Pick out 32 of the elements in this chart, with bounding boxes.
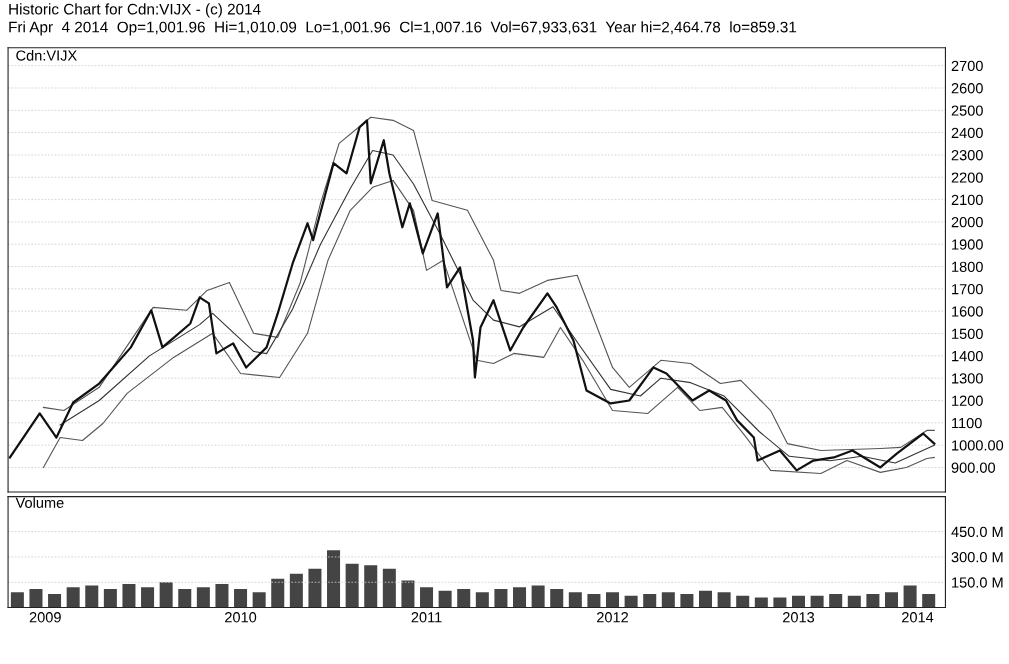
y-tick-label: 1000.00 bbox=[952, 440, 1004, 451]
annotation: Volume bbox=[15, 497, 64, 508]
y-tick-label: 1900 bbox=[952, 239, 983, 250]
y-tick-label: 1500 bbox=[952, 328, 983, 339]
y-tick-label: 900.00 bbox=[951, 462, 996, 473]
y-tick-label: 2600 bbox=[951, 83, 983, 94]
y-tick-label: 1800 bbox=[952, 261, 983, 272]
x-tick-label: 2011 bbox=[411, 612, 442, 623]
y-tick-label: 1300 bbox=[952, 373, 983, 384]
y-tick-label: 1400 bbox=[952, 350, 983, 362]
y-tick-label: 150.0 M bbox=[952, 577, 1003, 588]
y-tick-label: 2400 bbox=[951, 127, 983, 139]
y-tick-label: 2700 bbox=[951, 60, 983, 72]
y-tick-label: 2300 bbox=[951, 150, 983, 161]
chart-subtitle: Fri Apr 4 2014 Op=1,001.96 Hi=1,010.09 Lo=1,001.96 Cl=1,007.16 Vol=67,933,631 Year hi=2,464.78 lo=859.31 bbox=[9, 21, 797, 36]
y-tick-label: 300.0 M bbox=[951, 552, 1003, 563]
y-tick-label: 1700 bbox=[952, 283, 983, 295]
chart-title: Historic Chart for Cdn:VIJX - (c) 2014 bbox=[9, 3, 261, 18]
y-tick-label: 2100 bbox=[951, 194, 983, 206]
y-tick-label: 1200 bbox=[952, 395, 983, 406]
x-tick-label: 2009 bbox=[29, 612, 61, 623]
x-tick-label: 2013 bbox=[783, 612, 815, 623]
y-tick-label: 2000 bbox=[951, 217, 983, 228]
y-tick-label: 2500 bbox=[951, 105, 983, 116]
y-tick-label: 2200 bbox=[951, 172, 983, 183]
y-tick-label: 1100 bbox=[952, 417, 982, 429]
x-tick-label: 2010 bbox=[225, 612, 257, 623]
x-tick-label: 2014 bbox=[902, 612, 934, 623]
y-tick-label: 450.0 M bbox=[951, 526, 1003, 538]
y-tick-label: 1600 bbox=[952, 306, 983, 317]
annotation: Cdn:VIJX bbox=[16, 50, 77, 61]
x-tick-label: 2012 bbox=[597, 612, 629, 623]
